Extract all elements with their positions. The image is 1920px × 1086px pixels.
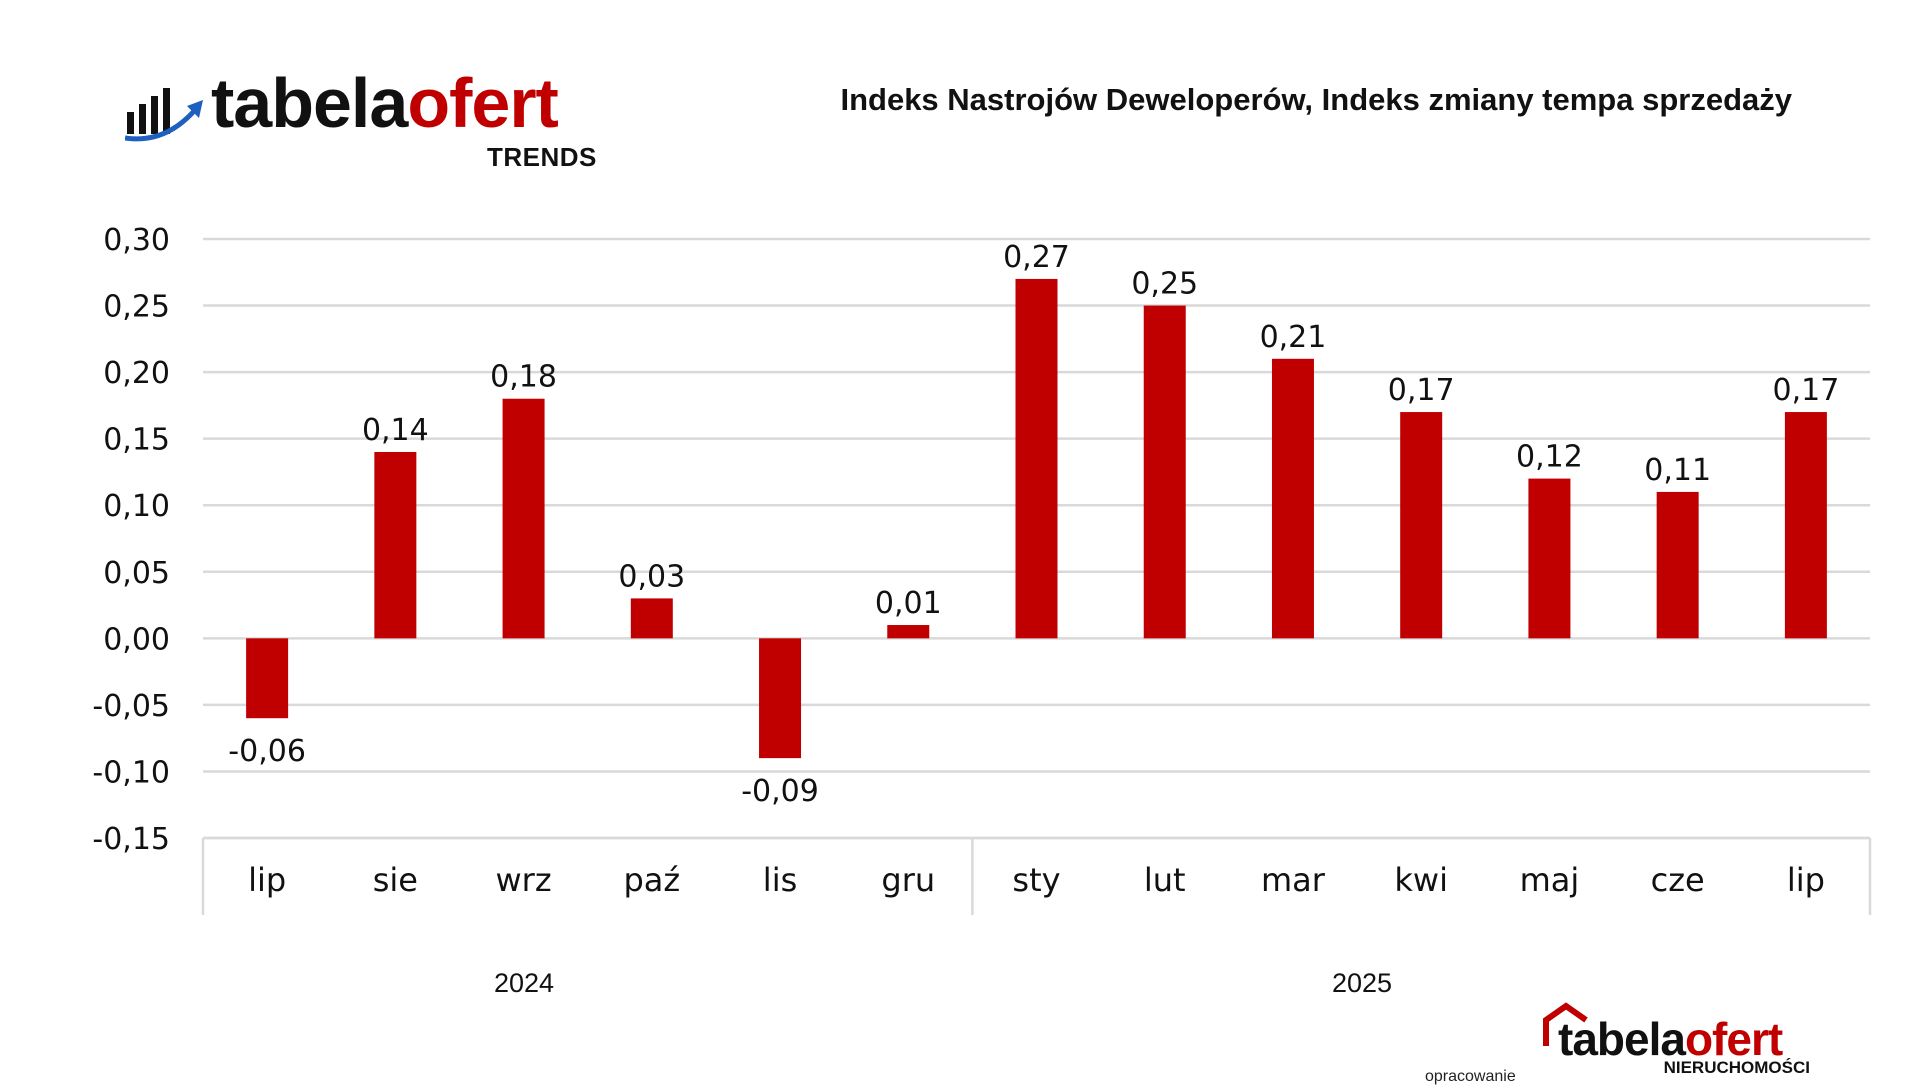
- y-tick-label: 0,15: [103, 423, 170, 458]
- x-tick-label: paź: [623, 861, 680, 899]
- bar: [1784, 412, 1827, 639]
- x-tick-label: lis: [763, 861, 797, 899]
- y-tick-label: 0,20: [103, 356, 170, 391]
- footer-logo-subtitle: NIERUCHOMOŚCI: [1663, 1058, 1810, 1077]
- y-tick-label: -0,05: [92, 689, 170, 724]
- value-label: -0,09: [741, 774, 819, 809]
- x-tick-label: sty: [1012, 861, 1060, 899]
- value-label: 0,21: [1260, 320, 1327, 355]
- year-label: 2025: [1332, 968, 1393, 998]
- x-tick-label: wrz: [496, 861, 552, 899]
- value-labels: -0,06 0,14 0,18 0,03 -0,09 0,01 0,27 0,25 0,21 0,…: [228, 240, 1839, 809]
- bar: [1528, 478, 1571, 639]
- bar: [1015, 278, 1058, 639]
- x-tick-label: sie: [373, 861, 418, 899]
- y-tick-label: 0,00: [103, 622, 170, 657]
- bar: [1271, 358, 1314, 639]
- y-tick-label: 0,05: [103, 556, 170, 591]
- value-label: 0,17: [1388, 373, 1455, 408]
- footer-logo-wordmark: tabelaofert: [1558, 1013, 1783, 1065]
- value-label: 0,17: [1772, 373, 1839, 408]
- house-roof-icon: [1543, 1002, 1588, 1046]
- value-label: 0,18: [490, 360, 557, 395]
- value-label: 0,03: [618, 559, 685, 594]
- x-tick-label: lut: [1144, 861, 1186, 899]
- value-label: 0,27: [1003, 240, 1070, 275]
- y-tick-label: -0,10: [92, 755, 170, 790]
- bar: [1400, 412, 1443, 639]
- value-label: -0,06: [228, 734, 306, 769]
- bars: [246, 278, 1827, 759]
- brand-subtitle: TRENDS: [487, 142, 597, 172]
- footer-logo-word-red: ofert: [1684, 1013, 1783, 1065]
- y-tick-label: 0,10: [103, 489, 170, 524]
- year-label: 2024: [494, 968, 555, 998]
- value-label: 0,14: [362, 413, 429, 448]
- bar: [1143, 305, 1186, 639]
- brand-word-dark: tabela: [211, 64, 408, 142]
- bar: [374, 451, 417, 639]
- x-tick-label: kwi: [1394, 861, 1448, 899]
- value-label: 0,12: [1516, 440, 1583, 475]
- bar: [1656, 491, 1699, 639]
- footer-logo: tabelaofert NIERUCHOMOŚCI: [1540, 1002, 1810, 1080]
- bar: [759, 638, 802, 759]
- x-tick-label: mar: [1261, 861, 1326, 899]
- brand-wordmark: tabelaofert: [211, 68, 559, 138]
- x-tick-label: cze: [1651, 861, 1705, 899]
- x-tick-label: gru: [881, 861, 935, 899]
- brand-logo: tabelaofert TRENDS: [125, 62, 605, 172]
- x-tick-label: lip: [1787, 861, 1825, 899]
- y-tick-label: -0,15: [92, 822, 170, 857]
- value-label: 0,11: [1644, 453, 1711, 488]
- y-axis-ticks: 0,30 0,25 0,20 0,15 0,10 0,05 0,00 -0,05 -0,10 -0…: [92, 223, 170, 857]
- x-tick-label: lip: [248, 861, 286, 899]
- bar: [887, 625, 930, 639]
- x-axis: lip sie wrz paź lis gru sty lut mar kwi maj cze lip: [201, 836, 1872, 915]
- y-tick-label: 0,25: [103, 290, 170, 325]
- bar-chart-logo-icon: [125, 88, 203, 142]
- bar: [630, 598, 673, 639]
- brand-word-red: ofert: [407, 64, 559, 142]
- credit-text: opracowanie: [1425, 1068, 1516, 1085]
- value-label: 0,25: [1131, 267, 1198, 302]
- bar: [502, 398, 545, 639]
- chart-title: Indeks Nastrojów Deweloperów, Indeks zmi…: [840, 82, 1792, 117]
- value-label: 0,01: [875, 586, 942, 621]
- y-tick-label: 0,30: [103, 223, 170, 258]
- footer-logo-word-dark: tabela: [1558, 1013, 1686, 1065]
- x-tick-label: maj: [1520, 861, 1580, 899]
- bar: [246, 638, 289, 719]
